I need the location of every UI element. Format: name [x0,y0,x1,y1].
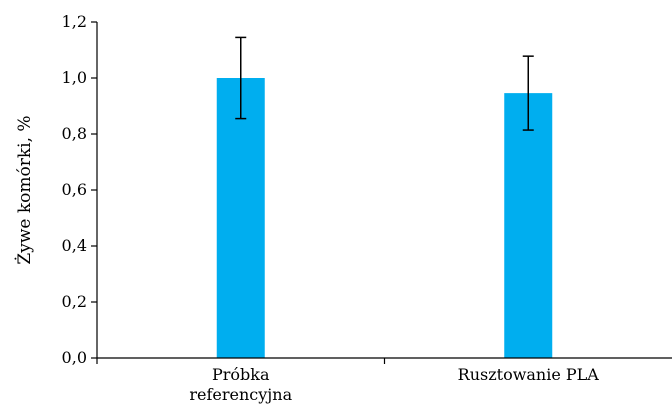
y-tick-label-0: 0,0 [62,348,87,367]
y-tick-label-3: 0,6 [62,180,87,199]
y-tick-label-4: 0,8 [62,124,87,143]
y-tick-label-1: 0,2 [62,292,87,311]
x-tick-label-1: Rusztowanie PLA [458,365,600,384]
x-tick-label-0: Próbka referencyjna [189,365,292,404]
y-tick-label-2: 0,4 [62,236,87,255]
plot-area: Próbka referencyjna Rusztowanie PLA 0,0 0,2 0… [62,12,672,404]
y-axis-title: Żywe komórki, % [14,115,35,264]
bar-0 [216,78,265,358]
y-tick-label-6: 1,2 [62,12,87,31]
bar-1 [504,93,553,359]
y-tick-label-5: 1,0 [62,68,87,87]
